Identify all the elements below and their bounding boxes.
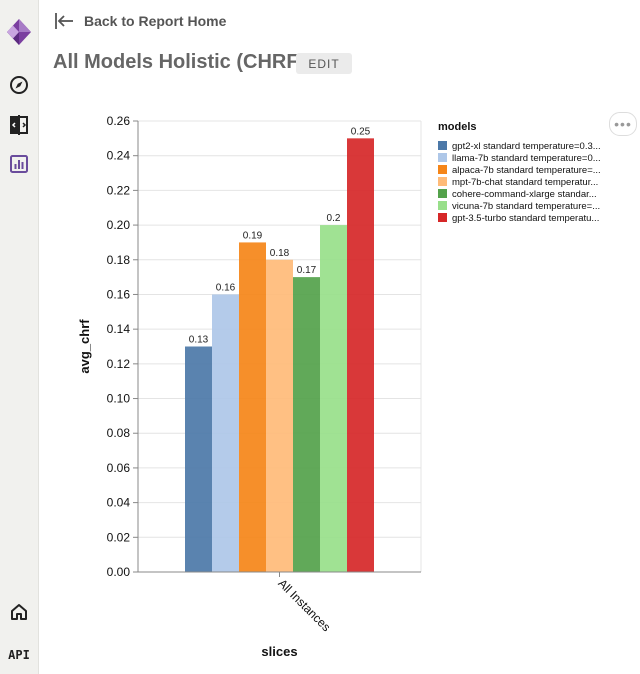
legend-swatch <box>438 141 447 150</box>
y-tick-label: 0.10 <box>107 392 131 406</box>
y-tick-label: 0.18 <box>107 253 131 267</box>
back-link-label: Back to Report Home <box>84 13 227 29</box>
y-tick-label: 0.16 <box>107 287 131 301</box>
legend-swatch <box>438 201 447 210</box>
y-axis-title: avg_chrf <box>77 319 92 374</box>
legend-swatch <box>438 189 447 198</box>
legend-label: gpt-3.5-turbo standard temperatu... <box>452 213 599 224</box>
legend-swatch <box>438 165 447 174</box>
y-tick-label: 0.06 <box>107 461 131 475</box>
bar-data-label: 0.13 <box>189 335 209 346</box>
bar-data-label: 0.25 <box>351 126 371 137</box>
compass-icon <box>10 76 28 94</box>
bar-data-label: 0.19 <box>243 230 263 241</box>
home-button[interactable] <box>0 597 38 627</box>
legend-label: llama-7b standard temperature=0... <box>452 153 601 164</box>
y-tick-label: 0.02 <box>107 530 131 544</box>
more-icon: ••• <box>614 116 632 132</box>
y-tick-label: 0.04 <box>107 496 131 510</box>
legend-label: alpaca-7b standard temperature=... <box>452 165 601 176</box>
back-arrow-icon <box>55 13 73 29</box>
bar-data-label: 0.18 <box>270 248 290 259</box>
legend-label: mpt-7b-chat standard temperatur... <box>452 177 598 188</box>
bar <box>347 138 374 572</box>
bar <box>293 277 320 572</box>
y-tick-label: 0.00 <box>107 565 131 579</box>
y-tick-label: 0.14 <box>107 322 131 336</box>
bar <box>239 242 266 572</box>
legend-label: vicuna-7b standard temperature=... <box>452 201 600 212</box>
legend-label: gpt2-xl standard temperature=0.3... <box>452 141 601 152</box>
y-tick-label: 0.22 <box>107 183 131 197</box>
y-tick-label: 0.20 <box>107 218 131 232</box>
bar <box>320 225 347 573</box>
legend-swatch <box>438 177 447 186</box>
legend-swatch <box>438 213 447 222</box>
y-tick-label: 0.08 <box>107 426 131 440</box>
y-tick-label: 0.26 <box>107 114 131 128</box>
chart-actions-button[interactable]: ••• <box>609 112 637 136</box>
back-to-report-home-link[interactable]: Back to Report Home <box>54 12 226 30</box>
bar-chart-icon <box>10 155 28 173</box>
x-tick-label: All Instances <box>275 576 333 634</box>
page-title: All Models Holistic (CHRF) <box>53 51 306 73</box>
explore-button[interactable] <box>0 70 38 100</box>
bar-data-label: 0.17 <box>297 265 317 276</box>
reports-button[interactable] <box>0 149 38 179</box>
x-axis-title: slices <box>261 644 297 659</box>
legend-title: models <box>438 121 477 133</box>
bar-data-label: 0.2 <box>327 213 341 224</box>
compare-icon <box>10 115 28 135</box>
api-link[interactable]: API <box>8 648 30 662</box>
y-tick-label: 0.24 <box>107 149 131 163</box>
legend-label: cohere-command-xlarge standar... <box>452 189 597 200</box>
legend-swatch <box>438 153 447 162</box>
app-logo[interactable] <box>0 17 38 47</box>
bar <box>212 294 239 572</box>
logo-icon <box>7 19 31 45</box>
compare-button[interactable] <box>0 110 38 140</box>
bar <box>266 259 293 572</box>
y-tick-label: 0.12 <box>107 357 131 371</box>
edit-button[interactable]: EDIT <box>296 53 352 74</box>
bar-data-label: 0.16 <box>216 282 236 293</box>
bar <box>185 346 212 572</box>
home-icon <box>11 604 27 620</box>
sidebar: API <box>0 0 39 674</box>
